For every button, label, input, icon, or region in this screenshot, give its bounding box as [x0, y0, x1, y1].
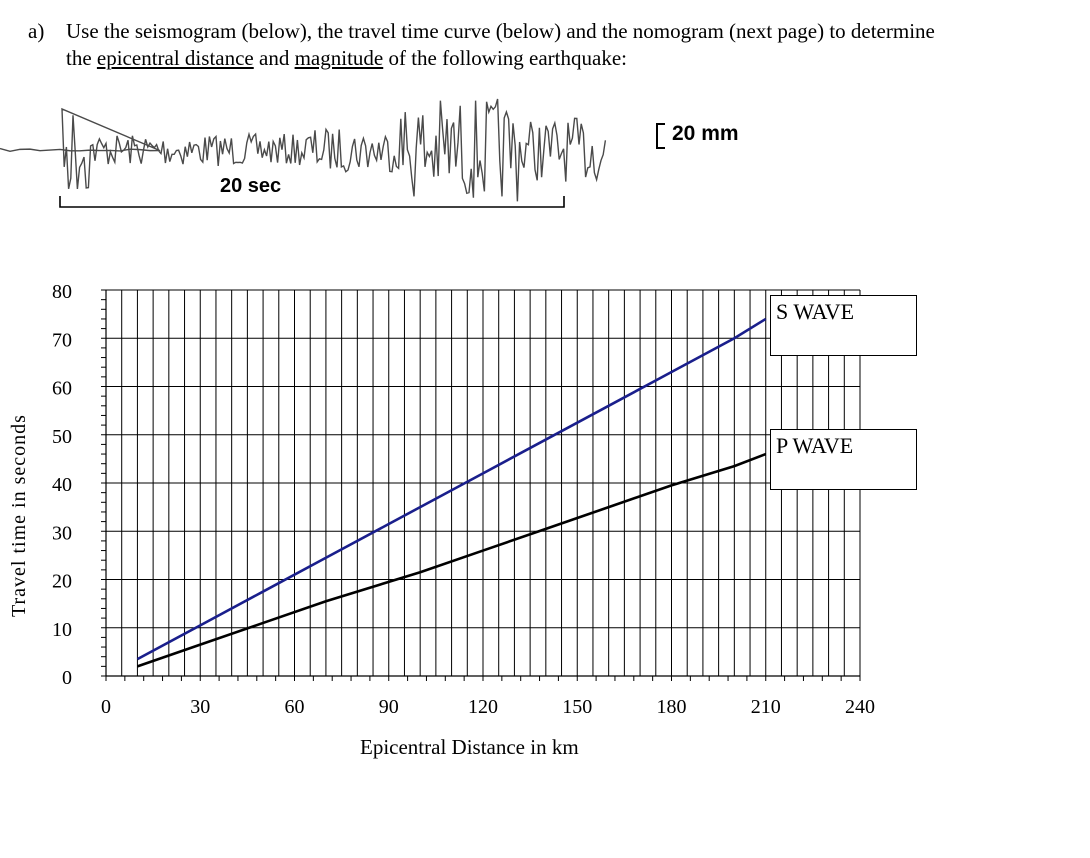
x-tick-label: 90: [379, 696, 399, 718]
question-line-2-mid: and: [253, 46, 295, 70]
y-tick-label: 20: [52, 571, 72, 593]
x-tick-label: 210: [751, 696, 781, 718]
question-label: a): [28, 19, 45, 43]
x-tick-label: 60: [285, 696, 305, 718]
question-line-1: Use the seismogram (below), the travel t…: [66, 19, 935, 43]
x-axis-title: Epicentral Distance in km: [360, 735, 579, 759]
magnitude-term: magnitude: [294, 46, 384, 70]
y-tick-label: 10: [52, 619, 72, 641]
y-tick-label: 50: [52, 426, 72, 448]
y-tick-label: 30: [52, 522, 72, 544]
seismogram-trace: [0, 98, 607, 202]
x-tick-label: 240: [845, 696, 875, 718]
x-tick-label: 30: [190, 696, 210, 718]
x-tick-label: 180: [657, 696, 687, 718]
time-scale-bracket: [59, 196, 565, 208]
y-tick-label: 0: [62, 667, 72, 689]
question-line-2: the epicentral distance and magnitude of…: [66, 45, 627, 72]
legend-p-wave-label: P WAVE: [776, 433, 854, 458]
chart-axes: 0 10 20 30 40 50 60 70 80 0 30 60 90 120 150 180 210 240: [52, 281, 875, 718]
y-tick-label: 40: [52, 474, 72, 496]
time-scale-label: 20 sec: [220, 175, 282, 197]
epicentral-distance-term: epicentral distance: [96, 46, 254, 70]
chart-grid: [106, 289, 861, 677]
y-tick-label: 80: [52, 281, 72, 303]
legend-p-wave: P WAVE: [770, 429, 917, 490]
amplitude-scale-bracket: [656, 123, 665, 149]
y-tick-label: 60: [52, 378, 72, 400]
y-tick-label: 70: [52, 329, 72, 351]
amplitude-scale-label: 20 mm: [672, 122, 739, 145]
x-tick-label: 150: [562, 696, 592, 718]
question-line-2-suffix: of the following earthquake:: [383, 46, 627, 70]
question-line-2-prefix: the: [66, 46, 97, 70]
s-wave-line: [136, 317, 767, 661]
chart-series: [136, 317, 767, 668]
legend-s-wave: S WAVE: [770, 295, 917, 356]
x-tick-label: 120: [468, 696, 498, 718]
y-axis-title: Travel time in seconds: [8, 414, 30, 617]
seismogram: [0, 98, 665, 208]
legend-s-wave-label: S WAVE: [776, 299, 855, 324]
x-tick-label: 0: [101, 696, 111, 718]
p-wave-line: [136, 452, 767, 668]
